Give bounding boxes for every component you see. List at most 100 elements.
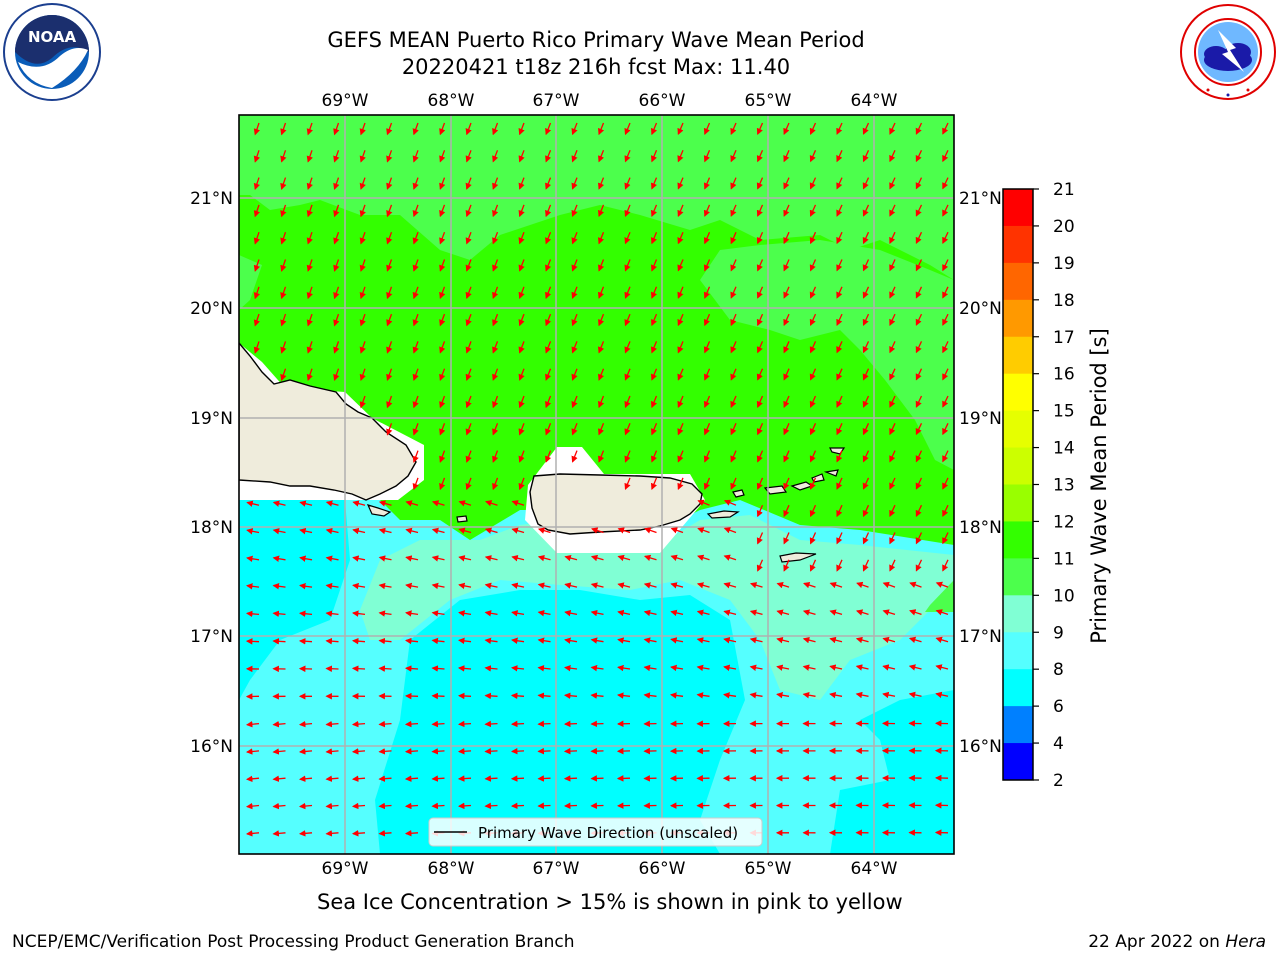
wave-direction-arrow <box>650 395 658 409</box>
wave-direction-arrow <box>245 830 260 837</box>
wave-direction-arrow <box>756 559 764 572</box>
wave-direction-arrow <box>696 582 710 589</box>
wave-direction-arrow <box>518 341 525 354</box>
wave-direction-arrow <box>730 231 737 245</box>
wave-direction-arrow <box>915 477 923 490</box>
wave-direction-arrow <box>889 259 896 272</box>
wave-direction-arrow <box>306 177 313 190</box>
wave-direction-arrow <box>756 259 764 272</box>
wave-direction-arrow <box>431 665 445 672</box>
lat-label-right: 19°N <box>959 409 1002 429</box>
wave-direction-arrow <box>564 609 578 617</box>
wave-direction-arrow <box>915 313 923 326</box>
wave-direction-arrow <box>465 204 472 218</box>
nws-logo <box>1178 2 1278 102</box>
wave-direction-arrow <box>624 313 631 327</box>
wave-direction-arrow <box>836 504 843 518</box>
wave-direction-arrow <box>670 637 684 644</box>
land-puerto-rico <box>529 473 703 535</box>
wave-direction-arrow <box>624 204 631 218</box>
wave-direction-arrow <box>325 582 339 590</box>
wave-direction-arrow <box>703 395 711 409</box>
wave-direction-arrow <box>809 341 817 354</box>
wave-direction-arrow <box>670 582 684 589</box>
wave-direction-arrow <box>298 830 313 837</box>
wave-direction-arrow <box>412 313 419 327</box>
wave-direction-arrow <box>246 583 260 590</box>
wave-direction-arrow <box>909 581 922 588</box>
wave-direction-arrow <box>703 177 711 190</box>
wave-direction-arrow <box>598 395 605 409</box>
colorbar-segments <box>1003 189 1033 781</box>
axis-labels: 69°W 68°W 67°W 66°W 65°W 64°W 69°W 68°W … <box>190 91 1002 879</box>
wave-direction-arrow <box>598 368 605 381</box>
lon-label-top: 64°W <box>851 91 898 111</box>
wave-direction-arrow <box>862 559 870 572</box>
wave-direction-arrow <box>299 527 313 535</box>
wave-direction-arrow <box>862 341 870 354</box>
wave-direction-arrow <box>325 802 339 810</box>
wave-direction-arrow <box>723 637 737 644</box>
wave-direction-arrow <box>756 150 764 163</box>
colorbar-segment <box>1003 189 1033 227</box>
colorbar-tick-label: 13 <box>1053 476 1075 496</box>
wave-direction-arrow <box>253 341 260 354</box>
wave-direction-arrow <box>545 204 552 218</box>
wave-direction-arrow <box>439 450 446 463</box>
wave-direction-arrow <box>590 554 604 562</box>
wave-direction-arrow <box>908 691 922 699</box>
wave-direction-arrow <box>378 775 392 782</box>
wave-direction-arrow <box>352 582 366 590</box>
wave-direction-arrow <box>829 664 843 671</box>
wave-direction-arrow <box>537 582 551 589</box>
colorbar-segment <box>1003 484 1033 522</box>
wave-direction-arrow <box>484 527 498 534</box>
lat-label-left: 17°N <box>190 627 233 647</box>
wave-direction-arrow <box>351 665 366 672</box>
wave-direction-arrow <box>571 177 578 190</box>
wave-direction-arrow <box>351 830 366 837</box>
land-st-croix <box>779 552 817 563</box>
wave-direction-arrow <box>518 259 525 272</box>
colorbar-tick-label: 11 <box>1053 549 1075 569</box>
wave-direction-arrow <box>571 450 578 463</box>
wave-direction-arrow <box>855 636 869 644</box>
wave-direction-arrow <box>245 638 260 645</box>
wave-direction-arrow <box>325 555 339 562</box>
wave-direction-arrow <box>563 692 578 699</box>
wave-direction-arrow <box>492 477 499 491</box>
wave-direction-arrow <box>386 368 393 382</box>
wave-direction-arrow <box>677 204 684 217</box>
wave-direction-arrow <box>935 664 949 671</box>
wave-direction-arrow <box>484 692 498 700</box>
wave-direction-arrow <box>272 830 286 837</box>
wave-direction-arrow <box>598 259 605 272</box>
wave-direction-arrow <box>518 313 525 327</box>
lat-label-right: 18°N <box>959 518 1002 538</box>
wave-direction-arrow <box>465 341 472 354</box>
colorbar-tick-label: 12 <box>1053 512 1075 532</box>
wave-direction-arrow <box>836 313 843 327</box>
wave-direction-arrow <box>404 829 419 837</box>
wave-direction-arrow <box>431 637 445 645</box>
wave-direction-arrow <box>829 636 843 644</box>
colorbar-tick-label: 15 <box>1053 402 1075 422</box>
wave-direction-arrow <box>333 150 340 163</box>
wave-direction-arrow <box>730 450 737 463</box>
wave-direction-arrow <box>783 368 790 381</box>
wave-direction-arrow <box>280 259 287 272</box>
wave-direction-arrow <box>325 500 339 507</box>
wave-direction-arrow <box>862 313 870 326</box>
wave-direction-arrow <box>412 122 419 136</box>
wave-direction-arrow <box>809 450 817 463</box>
wave-direction-arrow <box>465 231 472 245</box>
wave-direction-arrow <box>809 204 817 217</box>
wave-direction-arrow <box>386 177 393 190</box>
wave-direction-arrow <box>386 341 393 354</box>
wave-direction-arrow <box>650 122 658 136</box>
wave-direction-arrow <box>457 775 472 782</box>
wave-direction-arrow <box>272 748 286 755</box>
wave-direction-arrow <box>855 609 869 616</box>
wave-direction-arrow <box>325 775 339 782</box>
wave-direction-arrow <box>677 259 684 272</box>
